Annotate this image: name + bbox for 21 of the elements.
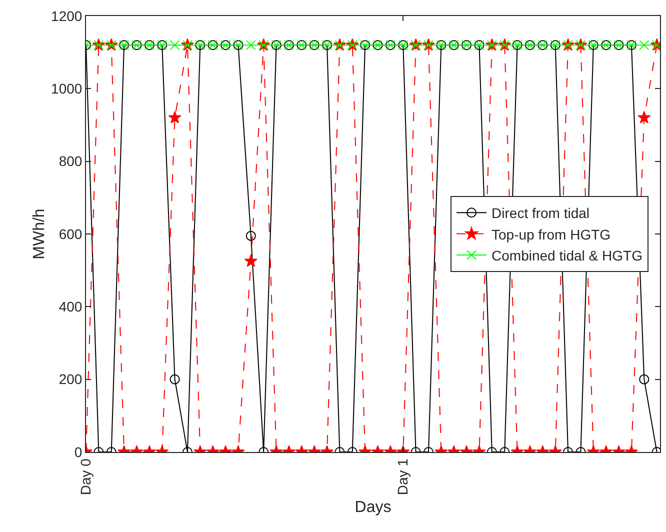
legend-label: Direct from tidal (492, 205, 590, 222)
legend-label: Combined tidal & HGTG (492, 247, 642, 264)
point (244, 254, 258, 267)
point (246, 40, 256, 50)
y-axis-title: MWh/h (31, 208, 48, 260)
point (246, 230, 256, 241)
point (170, 40, 180, 50)
y-tick-label: 0 (74, 444, 82, 460)
y-tick-label: 400 (58, 298, 82, 315)
x-tick-label: Day 0 (78, 458, 94, 496)
point (639, 40, 650, 50)
y-tick-label: 800 (58, 153, 82, 170)
y-tick-label: 1200 (51, 8, 82, 24)
y-tick-label: 600 (58, 226, 82, 242)
y-tick-label: 200 (58, 371, 82, 388)
point (638, 110, 651, 124)
x-axis-title: Days (354, 498, 392, 516)
legend-label: Top-up from HGTG (492, 226, 611, 242)
y-tick-label: 1000 (51, 80, 82, 97)
x-tick-label: Day 1 (394, 458, 411, 496)
point (168, 110, 182, 124)
